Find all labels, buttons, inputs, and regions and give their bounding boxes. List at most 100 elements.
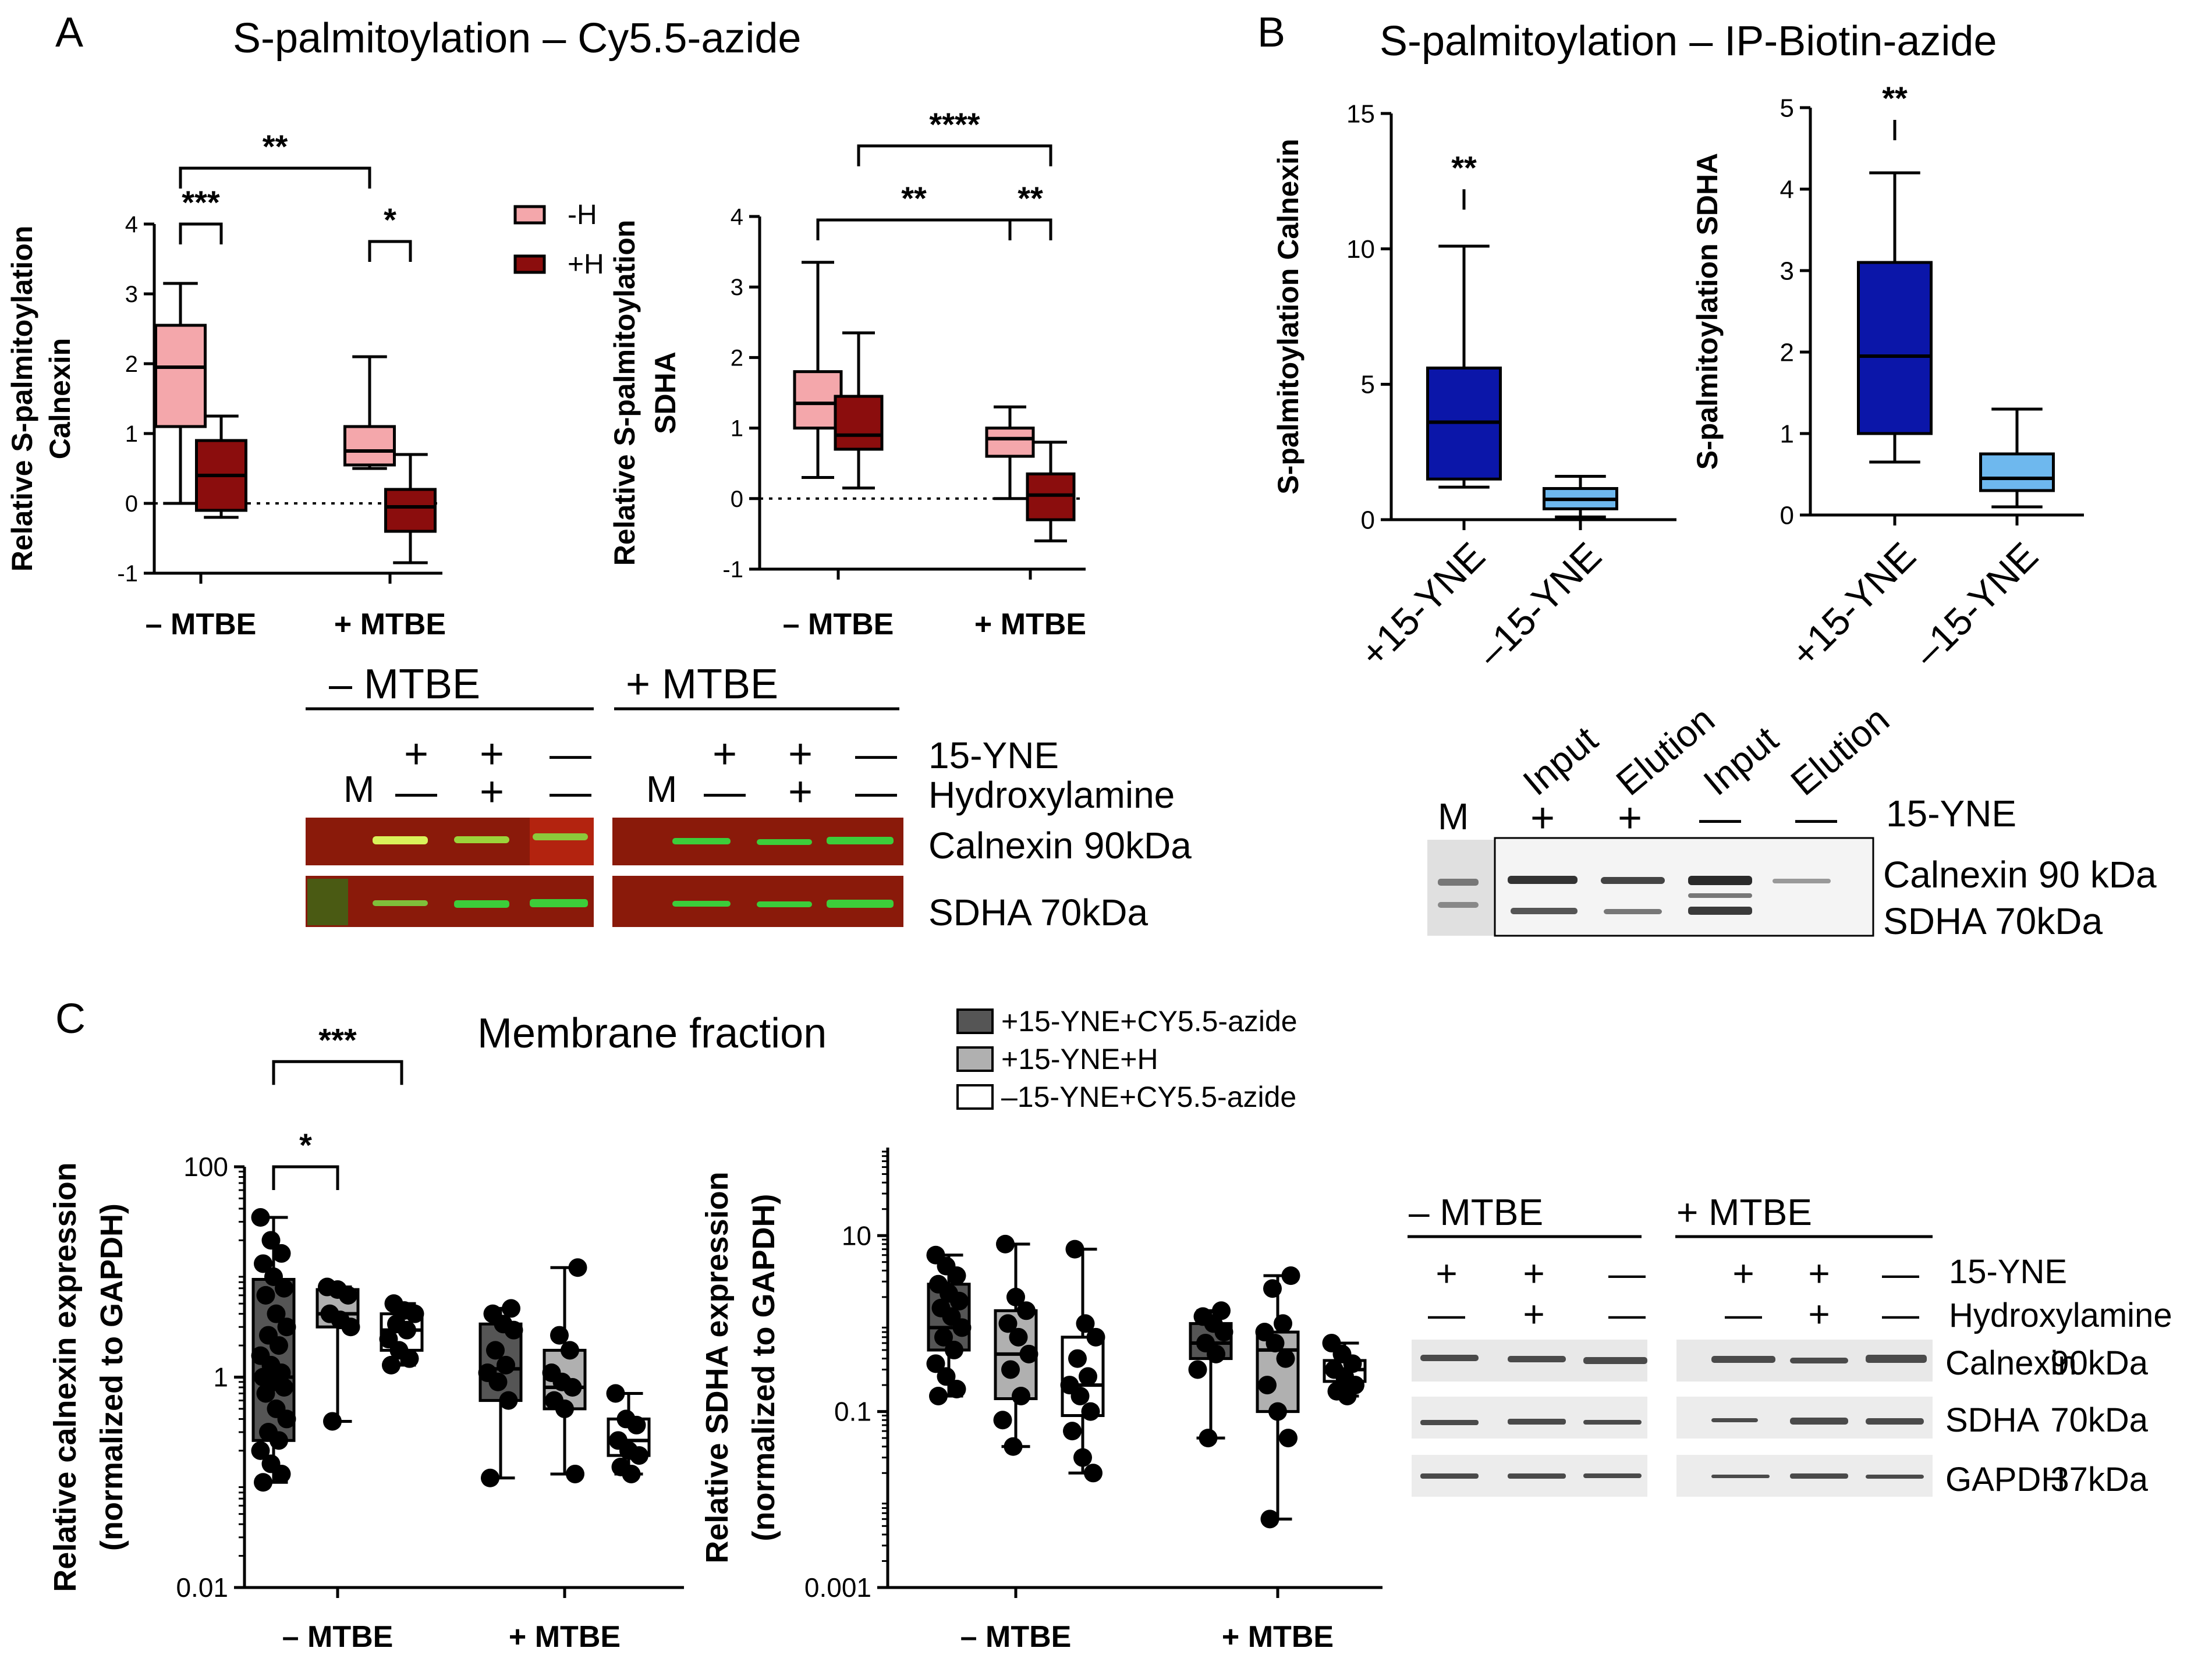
data-point [272, 1244, 291, 1263]
data-point [996, 1234, 1015, 1253]
x-category-label: +15-YNE [1782, 534, 1924, 676]
data-point [1279, 1429, 1298, 1448]
data-point [1004, 1437, 1023, 1456]
data-point [1001, 1360, 1020, 1379]
blot-c-sdha-band-2 [1508, 1419, 1566, 1425]
legend-c: +15-YNE+CY5.5-azide +15-YNE+H –15-YNE+CY… [956, 1005, 1298, 1113]
blot-c-sdha-band-1 [1420, 1420, 1479, 1425]
legend-label-yne-h: +15-YNE+H [1001, 1043, 1158, 1075]
blot-c-row-label-hyd: Hydroxylamine [1949, 1297, 2172, 1334]
data-point [256, 1285, 275, 1305]
y-tick-label: 0 [1780, 501, 1794, 530]
significance-label: * [299, 1127, 312, 1163]
blot-b-sdha-band-3 [1688, 907, 1752, 915]
y-tick-label: 2 [125, 351, 138, 377]
x-category-label: – MTBE [146, 608, 257, 641]
data-point [1260, 1510, 1279, 1529]
significance-label: *** [318, 1021, 357, 1058]
blot-a-calnexin-band-7 [757, 839, 812, 845]
blot-c-band-size-gapdh: 37kDa [2050, 1461, 2148, 1498]
blot-b-image [1494, 837, 1874, 937]
data-point [566, 1464, 584, 1483]
blot-a-marker-minus: M [343, 768, 374, 810]
significance-label: ** [901, 180, 927, 216]
legend-label-no-yne: –15-YNE+CY5.5-azide [1001, 1081, 1296, 1113]
data-point [341, 1317, 360, 1337]
data-point [1009, 1327, 1028, 1347]
blot-a: – MTBE + MTBE M M + + — + + — — + — — + … [306, 661, 1192, 933]
chart-b-calnexin: 0 5 10 15 +15-YNE–15-YNE S-palmitoylation Cal… [1272, 100, 1676, 676]
data-point [270, 1431, 288, 1450]
y-tick-label: 3 [1780, 257, 1794, 285]
blot-c-group-minus: – MTBE [1409, 1191, 1543, 1233]
data-point [993, 1411, 1012, 1430]
data-point [1199, 1429, 1218, 1448]
data-point [488, 1372, 508, 1391]
data-point [1338, 1386, 1357, 1405]
blot-b-marker-band-2 [1438, 902, 1479, 908]
y-axis-label: SDHA [649, 351, 682, 434]
y-axis-label: Calnexin [44, 338, 76, 459]
blot-c-hyd-2: + [1523, 1293, 1544, 1335]
y-tick-label: 2 [1780, 338, 1794, 367]
blot-c-sdha-band-4 [1711, 1418, 1758, 1422]
blot-a-calnexin-band-4 [533, 833, 588, 840]
blot-b-calnexin-band-3 [1688, 876, 1752, 885]
y-tick-label: 4 [731, 204, 743, 230]
blot-a-yne-4: + [712, 731, 737, 777]
blot-c-hyd-5: + [1808, 1293, 1830, 1335]
data-point [1214, 1323, 1233, 1342]
significance-bracket [272, 1165, 339, 1190]
significance-label: * [384, 201, 396, 238]
significance-bracket [368, 240, 412, 262]
blot-c-yne-2: + [1523, 1252, 1544, 1294]
data-point [627, 1415, 646, 1434]
blot-b-calnexin-band-2 [1601, 877, 1665, 884]
blot-b-marker-lane [1427, 840, 1494, 936]
significance-bracket [816, 218, 1012, 241]
data-point [499, 1391, 518, 1410]
y-tick-label: 10 [1346, 235, 1375, 264]
data-point [486, 1341, 505, 1360]
data-point [1006, 1287, 1025, 1306]
box-iqr [1026, 472, 1076, 521]
data-point [550, 1326, 569, 1345]
blot-b-sdha-band-2 [1604, 909, 1662, 914]
y-axis-label: Relative S-palmitoylation [6, 226, 38, 572]
chart-c-sdha: 0.001 0.1 10 – MTBE + MTBE Relative SDHA expr… [700, 1148, 1383, 1654]
blot-b-row-label: 15-YNE [1886, 793, 2016, 834]
blot-a-sdha-band-2 [373, 900, 428, 906]
box-iqr [1857, 261, 1933, 435]
blot-c-sdha-band-6 [1866, 1418, 1924, 1425]
blot-a-hyd-1: — [395, 769, 437, 815]
y-axis-label: Relative calnexin expression [48, 1162, 83, 1592]
legend-label-plus-h: +H [568, 249, 604, 280]
blot-c-band-size-sdha: 70kDa [2050, 1401, 2148, 1439]
x-category-label: + MTBE [1222, 1620, 1334, 1654]
data-point [1265, 1333, 1285, 1352]
data-point [947, 1266, 966, 1285]
data-point [254, 1254, 272, 1273]
significance-bracket [179, 222, 223, 244]
box-iqr [834, 395, 884, 451]
data-point [945, 1340, 963, 1359]
data-point [1065, 1240, 1084, 1259]
blot-c-hyd-6: — [1882, 1293, 1919, 1335]
data-point [400, 1349, 419, 1368]
blot-a-band-label-calnexin: Calnexin 90kDa [928, 825, 1192, 866]
legend-a: -H +H [513, 200, 604, 280]
blot-c-band-name-sdha: SDHA [1945, 1401, 2039, 1439]
significance-label: ** [1451, 149, 1477, 186]
x-category-label: –15-YNE [1469, 534, 1610, 675]
panel-b-title: S-palmitoylation – IP-Biotin-azide [1380, 18, 1997, 65]
y-axis-label: Relative S-palmitoylation [608, 220, 641, 566]
blot-a-calnexin-band-3 [454, 836, 509, 843]
blot-c-hyd-3: — [1608, 1293, 1646, 1335]
data-point [934, 1327, 953, 1347]
blot-c-yne-3: — [1608, 1252, 1646, 1294]
blot-a-hyd-5: + [788, 769, 813, 815]
blot-c-hyd-4: — [1725, 1293, 1762, 1335]
chart-c-calnexin: 0.01 1 100 – MTBE + MTBE Relative calnexin ex… [48, 1021, 684, 1654]
data-point [1076, 1314, 1095, 1333]
data-point [1073, 1448, 1092, 1467]
